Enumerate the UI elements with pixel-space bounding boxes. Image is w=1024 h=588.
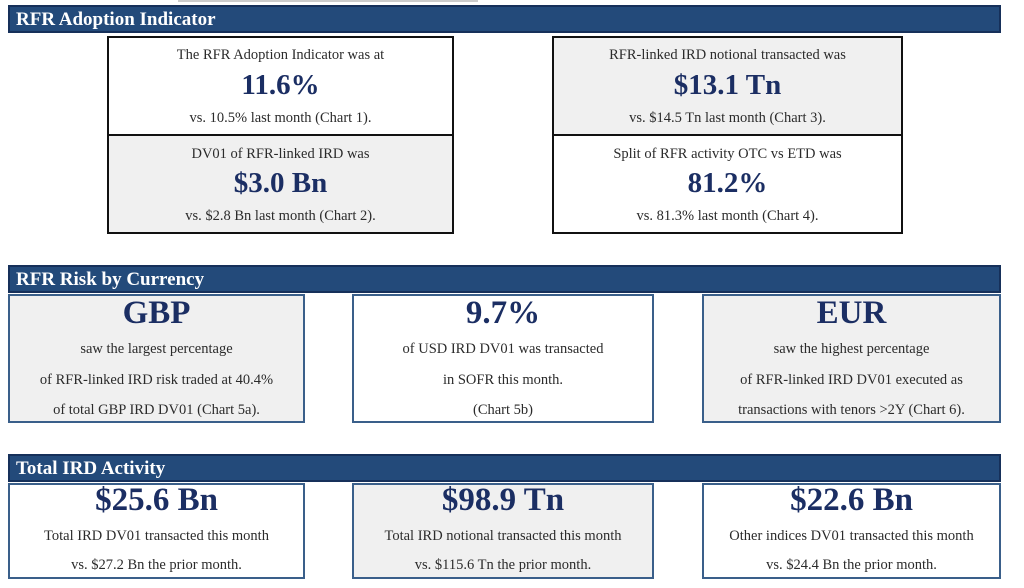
card-value: 81.2% bbox=[687, 167, 768, 199]
card-text-line: (Chart 5b) bbox=[473, 402, 533, 418]
card-value: GBP bbox=[122, 295, 191, 331]
card-comparison: vs. $14.5 Tn last month (Chart 3). bbox=[629, 110, 826, 126]
adoption-card-otc-etd-split: Split of RFR activity OTC vs ETD was 81.… bbox=[552, 134, 903, 234]
card-text-line: of total GBP IRD DV01 (Chart 5a). bbox=[53, 402, 260, 418]
card-text-line: in SOFR this month. bbox=[442, 372, 564, 388]
card-intro: The RFR Adoption Indicator was at bbox=[176, 47, 385, 63]
card-description: Total IRD DV01 transacted this month bbox=[44, 528, 269, 544]
card-text-line: of RFR-linked IRD DV01 executed as bbox=[740, 372, 963, 388]
card-comparison: vs. 81.3% last month (Chart 4). bbox=[636, 208, 819, 224]
card-comparison: vs. $2.8 Bn last month (Chart 2). bbox=[185, 208, 376, 224]
card-intro: RFR-linked IRD notional transacted was bbox=[609, 47, 846, 63]
risk-card-gbp: GBP saw the largest percentage of RFR-li… bbox=[8, 294, 305, 423]
section-title: RFR Risk by Currency bbox=[16, 269, 205, 290]
card-description: Other indices DV01 transacted this month bbox=[729, 528, 974, 544]
card-comparison: vs. $27.2 Bn the prior month. bbox=[71, 557, 242, 573]
clipped-top-text-line bbox=[178, 0, 478, 2]
section-title: RFR Adoption Indicator bbox=[16, 9, 216, 30]
card-value: 9.7% bbox=[465, 295, 541, 331]
card-intro: DV01 of RFR-linked IRD was bbox=[191, 146, 370, 162]
card-text-line: transactions with tenors >2Y (Chart 6). bbox=[738, 402, 965, 418]
activity-card-total-notional: $98.9 Tn Total IRD notional transacted t… bbox=[352, 482, 654, 579]
risk-card-eur: EUR saw the highest percentage of RFR-li… bbox=[702, 294, 1001, 423]
card-comparison: vs. $115.6 Tn the prior month. bbox=[414, 557, 592, 573]
risk-card-usd-sofr: 9.7% of USD IRD DV01 was transacted in S… bbox=[352, 294, 654, 423]
card-description: Total IRD notional transacted this month bbox=[384, 528, 622, 544]
card-comparison: vs. $24.4 Bn the prior month. bbox=[766, 557, 937, 573]
card-value: $3.0 Bn bbox=[233, 167, 328, 199]
section-title: Total IRD Activity bbox=[16, 458, 166, 479]
section-header-rfr-risk-by-currency: RFR Risk by Currency bbox=[8, 265, 1001, 293]
card-text-line: of RFR-linked IRD risk traded at 40.4% bbox=[39, 372, 274, 388]
activity-card-total-dv01: $25.6 Bn Total IRD DV01 transacted this … bbox=[8, 482, 305, 579]
card-text-line: saw the largest percentage bbox=[80, 341, 233, 357]
card-value: $25.6 Bn bbox=[95, 482, 218, 518]
card-value: $98.9 Tn bbox=[441, 482, 565, 518]
section-header-rfr-adoption-indicator: RFR Adoption Indicator bbox=[8, 5, 1001, 33]
section-header-total-ird-activity: Total IRD Activity bbox=[8, 454, 1001, 482]
card-intro: Split of RFR activity OTC vs ETD was bbox=[613, 146, 842, 162]
card-value: $13.1 Tn bbox=[673, 69, 782, 101]
card-value: 11.6% bbox=[241, 69, 320, 101]
card-value: $22.6 Bn bbox=[790, 482, 913, 518]
card-comparison: vs. 10.5% last month (Chart 1). bbox=[189, 110, 372, 126]
card-text-line: saw the highest percentage bbox=[773, 341, 930, 357]
card-text-line: of USD IRD DV01 was transacted bbox=[402, 341, 604, 357]
adoption-card-indicator: The RFR Adoption Indicator was at 11.6% … bbox=[107, 36, 454, 136]
card-value: EUR bbox=[816, 295, 887, 331]
adoption-card-dv01: DV01 of RFR-linked IRD was $3.0 Bn vs. $… bbox=[107, 134, 454, 234]
activity-card-other-indices-dv01: $22.6 Bn Other indices DV01 transacted t… bbox=[702, 482, 1001, 579]
adoption-card-notional: RFR-linked IRD notional transacted was $… bbox=[552, 36, 903, 136]
